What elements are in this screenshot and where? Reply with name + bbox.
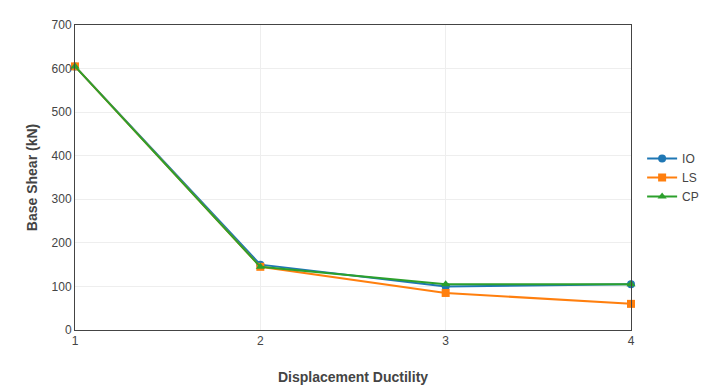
- svg-text:0: 0: [65, 323, 72, 337]
- svg-text:4: 4: [628, 334, 635, 348]
- svg-text:LS: LS: [682, 171, 697, 185]
- svg-text:Base Shear (kN): Base Shear (kN): [24, 124, 40, 231]
- svg-text:1: 1: [72, 334, 79, 348]
- svg-text:300: 300: [52, 192, 72, 206]
- svg-text:Displacement Ductility: Displacement Ductility: [278, 369, 428, 385]
- svg-text:2: 2: [257, 334, 264, 348]
- svg-text:100: 100: [52, 280, 72, 294]
- svg-text:3: 3: [442, 334, 449, 348]
- svg-text:600: 600: [52, 62, 72, 76]
- svg-text:CP: CP: [682, 190, 699, 204]
- svg-text:200: 200: [52, 236, 72, 250]
- svg-text:400: 400: [52, 149, 72, 163]
- svg-text:IO: IO: [682, 152, 695, 166]
- svg-text:500: 500: [52, 105, 72, 119]
- svg-text:700: 700: [52, 18, 72, 32]
